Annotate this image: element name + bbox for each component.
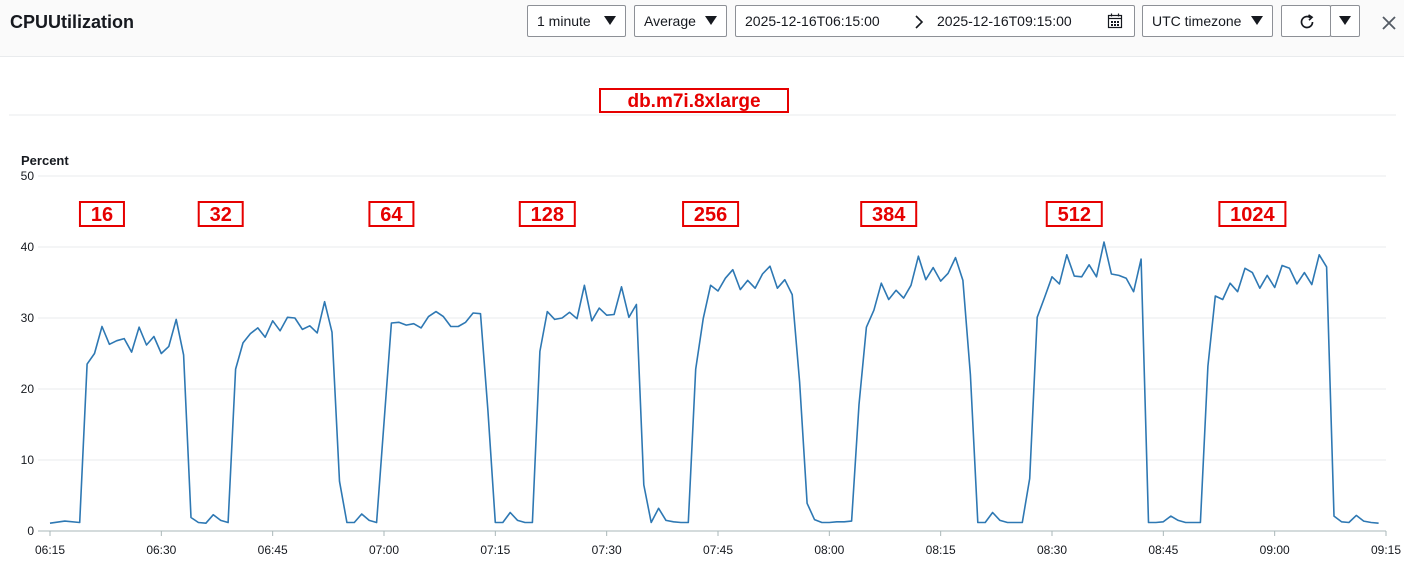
x-tick-label: 08:30 <box>1037 543 1067 557</box>
annotation-box <box>197 201 244 227</box>
x-tick-label: 09:15 <box>1371 543 1401 557</box>
x-tick-label: 09:00 <box>1260 543 1290 557</box>
annotation-box <box>1218 201 1287 227</box>
annotation-label: 32 <box>210 204 232 226</box>
y-axis-label: Percent <box>21 153 69 168</box>
close-icon[interactable] <box>1378 12 1400 34</box>
widget-title: CPUUtilization <box>10 12 134 32</box>
period-select[interactable]: 1 minute <box>527 5 626 37</box>
refresh-options-button[interactable] <box>1330 5 1360 37</box>
y-tick-label: 30 <box>21 311 35 325</box>
annotation-label: 1024 <box>1230 204 1275 226</box>
y-tick-label: 50 <box>21 169 35 183</box>
x-tick-label: 06:15 <box>35 543 65 557</box>
x-tick-label: 06:30 <box>146 543 176 557</box>
annotation-box <box>860 201 918 227</box>
y-tick-label: 20 <box>21 382 35 396</box>
period-select-value: 1 minute <box>537 13 591 29</box>
timezone-select[interactable]: UTC timezone <box>1142 5 1273 37</box>
chart-title: db.m7i.8xlarge <box>627 91 760 112</box>
chart-title-box <box>599 88 789 113</box>
chart-panel: db.m7i.8xlarge Percent 0 10 20 30 40 50 06:15… <box>0 57 1404 573</box>
widget-header: CPUUtilization 1 minute Average 2025-12-… <box>0 0 1404 57</box>
date-range-end: 2025-12-16T09:15:00 <box>937 13 1072 29</box>
caret-down-icon <box>604 16 616 25</box>
annotation-label: 16 <box>91 204 113 226</box>
y-tick-label: 40 <box>21 240 35 254</box>
caret-down-icon <box>1251 16 1263 25</box>
cpu-utilization-chart: db.m7i.8xlarge Percent 0 10 20 30 40 50 06:15… <box>9 88 1401 557</box>
x-tick-label: 06:45 <box>258 543 288 557</box>
annotation-label: 384 <box>872 204 906 226</box>
statistic-select-value: Average <box>644 13 696 29</box>
x-tick-label: 08:15 <box>926 543 956 557</box>
annotation-label: 64 <box>380 204 403 226</box>
timezone-select-value: UTC timezone <box>1152 13 1242 29</box>
date-range-start: 2025-12-16T06:15:00 <box>745 13 880 29</box>
annotation-box <box>682 201 740 227</box>
y-tick-label: 0 <box>27 524 34 538</box>
refresh-icon <box>1300 14 1314 29</box>
annotation-box <box>518 201 576 227</box>
y-tick-label: 10 <box>21 453 35 467</box>
annotation-label: 512 <box>1058 204 1091 226</box>
x-tick-label: 07:30 <box>592 543 622 557</box>
annotation-box <box>1045 201 1103 227</box>
refresh-button[interactable] <box>1281 5 1331 37</box>
x-tick-label: 08:45 <box>1148 543 1178 557</box>
annotation-box <box>368 201 415 227</box>
series-line <box>49 241 1379 524</box>
annotation-box <box>78 201 125 227</box>
x-tick-label: 07:00 <box>369 543 399 557</box>
annotation-label: 128 <box>531 204 564 226</box>
date-range-picker[interactable]: 2025-12-16T06:15:00 2025-12-16T09:15:00 <box>735 5 1135 37</box>
caret-down-icon <box>1339 16 1351 25</box>
statistic-select[interactable]: Average <box>634 5 727 37</box>
caret-down-icon <box>705 16 717 25</box>
x-tick-label: 08:00 <box>814 543 844 557</box>
x-tick-label: 07:15 <box>480 543 510 557</box>
calendar-icon[interactable] <box>1107 13 1123 29</box>
chevron-right-icon <box>915 15 924 29</box>
annotation-label: 256 <box>694 204 727 226</box>
x-tick-label: 07:45 <box>703 543 733 557</box>
